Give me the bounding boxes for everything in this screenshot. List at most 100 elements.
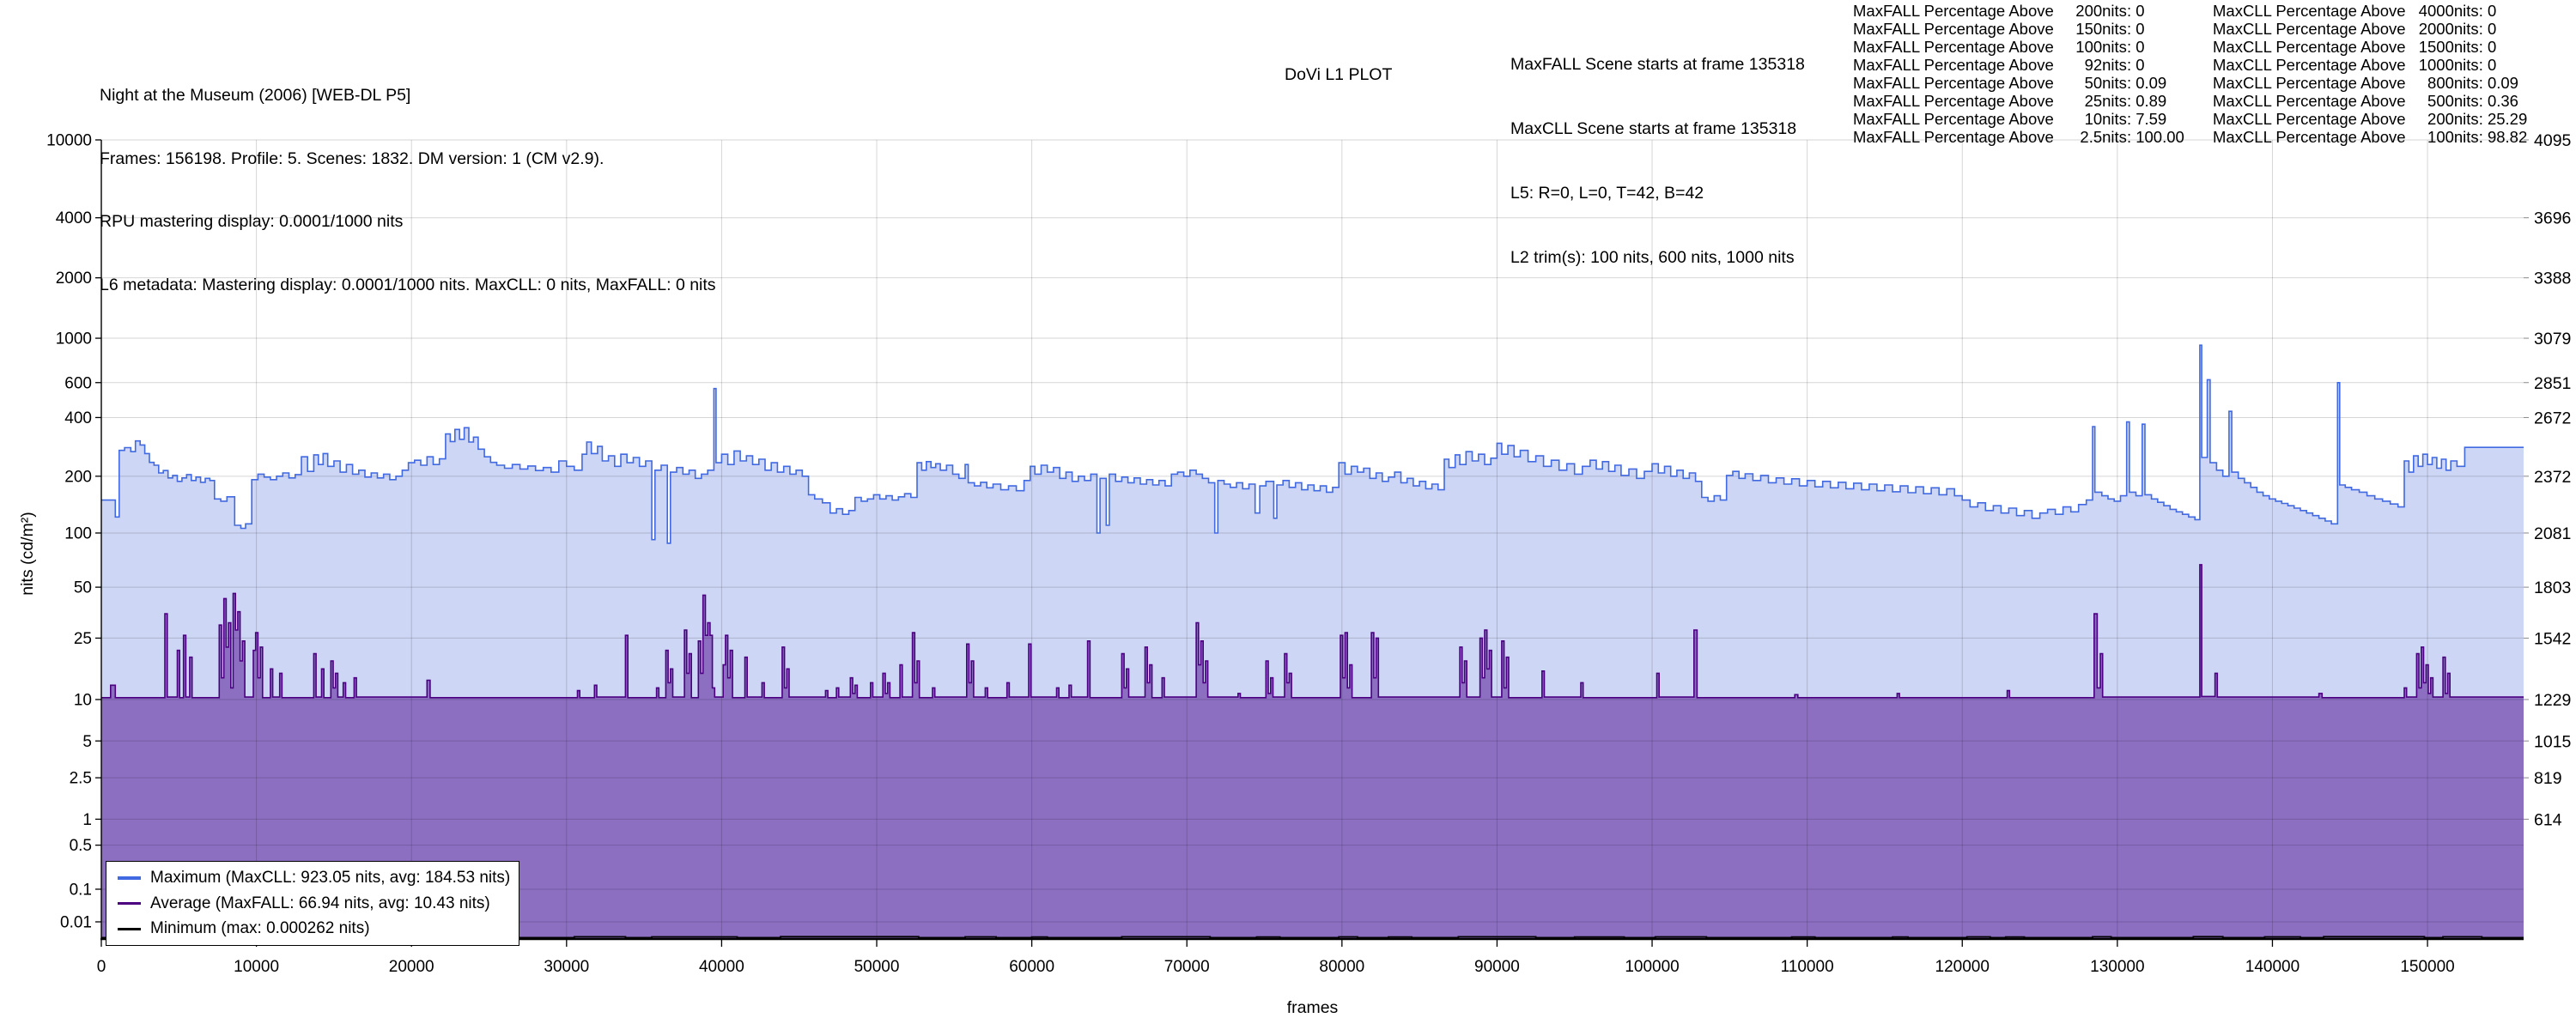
maxfall-threshold: 10nits bbox=[2084, 110, 2127, 128]
x-axis-title: frames bbox=[1287, 998, 1339, 1017]
file-frames-profile: Frames: 156198. Profile: 5. Scenes: 1832… bbox=[100, 148, 605, 168]
y-tick-label-nits: 1 bbox=[82, 811, 92, 829]
maxcll-threshold: 1500nits bbox=[2418, 38, 2479, 56]
average-line bbox=[101, 564, 2524, 699]
y-tick-label-nits: 4000 bbox=[56, 209, 92, 227]
y-tick-label-nits: 5 bbox=[82, 733, 92, 751]
rpu-mastering-display: RPU mastering display: 0.0001/1000 nits bbox=[100, 212, 404, 231]
x-tick-label: 80000 bbox=[1319, 958, 1364, 976]
x-tick-label: 140000 bbox=[2245, 958, 2300, 976]
maxcll-row: MaxCLL Percentage Above 500nits: 0.36 bbox=[2213, 92, 2518, 110]
maximum-line bbox=[101, 344, 2524, 544]
maxfall-row: MaxFALL Percentage Above 200nits: 0 bbox=[1853, 2, 2145, 20]
plot-title: DoVi L1 PLOT bbox=[1285, 65, 1393, 84]
maxcll-threshold: 4000nits bbox=[2418, 2, 2479, 20]
x-tick-label: 100000 bbox=[1625, 958, 1679, 976]
legend-label: Maximum (MaxCLL: 923.05 nits, avg: 184.5… bbox=[150, 868, 511, 887]
x-tick-label: 130000 bbox=[2090, 958, 2144, 976]
minimum-line bbox=[101, 936, 2524, 939]
maxfall-threshold: 50nits bbox=[2084, 74, 2127, 92]
maxfall-threshold: 92nits bbox=[2084, 56, 2127, 74]
x-tick-label: 40000 bbox=[699, 958, 744, 976]
maxfall-row: MaxFALL Percentage Above 2.5nits: 100.00 bbox=[1853, 128, 2184, 146]
y-tick-label-pq: 2672 bbox=[2534, 409, 2571, 427]
minimum-line-swatch-icon bbox=[118, 927, 141, 930]
maxcll-threshold: 800nits bbox=[2427, 74, 2479, 92]
y-tick-label-pq: 4095 bbox=[2534, 131, 2572, 150]
legend-entry-maximum: Maximum (MaxCLL: 923.05 nits, avg: 184.5… bbox=[118, 869, 519, 888]
x-tick-label: 60000 bbox=[1009, 958, 1054, 976]
l5-offsets: L5: R=0, L=0, T=42, B=42 bbox=[1510, 184, 1704, 203]
x-tick-label: 110000 bbox=[1781, 958, 1834, 976]
maxcll-row: MaxCLL Percentage Above 800nits: 0.09 bbox=[2213, 74, 2518, 92]
maxcll-row: MaxCLL Percentage Above 200nits: 25.29 bbox=[2213, 110, 2528, 128]
y-tick-label-pq: 819 bbox=[2534, 769, 2562, 788]
y-tick-label-nits: 10 bbox=[74, 691, 92, 709]
legend-entry-average: Average (MaxFALL: 66.94 nits, avg: 10.43… bbox=[118, 894, 519, 913]
y-tick-label-pq: 3388 bbox=[2534, 270, 2571, 288]
y-tick-label-pq: 2851 bbox=[2534, 374, 2571, 393]
maxcll-value: : 25.29 bbox=[2478, 110, 2528, 128]
y-tick-label-pq: 1229 bbox=[2534, 691, 2571, 710]
maxfall-scene-frame: MaxFALL Scene starts at frame 135318 bbox=[1510, 55, 1805, 74]
maxcll-row: MaxCLL Percentage Above 4000nits: 0 bbox=[2213, 2, 2497, 20]
x-tick-label: 90000 bbox=[1474, 958, 1520, 976]
maxcll-scene-frame: MaxCLL Scene starts at frame 135318 bbox=[1510, 119, 1797, 138]
y-tick-label-nits: 1000 bbox=[56, 330, 92, 348]
maxcll-value: : 0.09 bbox=[2478, 74, 2518, 92]
maxfall-row: MaxFALL Percentage Above 25nits: 0.89 bbox=[1853, 92, 2167, 110]
y-tick-label-nits: 0.5 bbox=[70, 837, 92, 855]
y-tick-label-pq: 2081 bbox=[2534, 524, 2571, 543]
y-tick-label-pq: 3696 bbox=[2534, 209, 2571, 228]
maxcll-value: : 0 bbox=[2478, 56, 2497, 74]
y-tick-label-nits: 400 bbox=[64, 409, 92, 427]
legend-label: Minimum (max: 0.000262 nits) bbox=[150, 919, 370, 938]
file-title: Night at the Museum (2006) [WEB-DL P5] bbox=[100, 86, 411, 105]
x-tick-label: 70000 bbox=[1164, 958, 1210, 976]
maxfall-threshold: 25nits bbox=[2084, 92, 2127, 110]
maxfall-value: : 0 bbox=[2126, 20, 2145, 38]
maxcll-value: : 98.82 bbox=[2478, 128, 2528, 146]
maxcll-threshold: 500nits bbox=[2427, 92, 2479, 110]
x-tick-label: 30000 bbox=[544, 958, 589, 976]
maxcll-threshold: 1000nits bbox=[2418, 56, 2479, 74]
average-line-swatch-icon bbox=[118, 901, 141, 906]
maxcll-row: MaxCLL Percentage Above 1000nits: 0 bbox=[2213, 56, 2497, 74]
x-tick-label: 0 bbox=[97, 958, 106, 976]
y-tick-label-pq: 1803 bbox=[2534, 579, 2571, 597]
maxfall-row: MaxFALL Percentage Above 100nits: 0 bbox=[1853, 38, 2145, 56]
maxfall-threshold: 100nits bbox=[2075, 38, 2127, 56]
maxcll-threshold: 2000nits bbox=[2418, 20, 2479, 38]
y-tick-label-nits: 100 bbox=[64, 524, 92, 542]
maxcll-value: : 0 bbox=[2478, 20, 2497, 38]
maxfall-value: : 0.09 bbox=[2126, 74, 2167, 92]
legend-entry-minimum: Minimum (max: 0.000262 nits) bbox=[118, 919, 519, 938]
y-tick-label-nits: 600 bbox=[64, 374, 92, 392]
maxcll-threshold: 200nits bbox=[2427, 110, 2479, 128]
y-tick-label-nits: 25 bbox=[74, 630, 92, 648]
maxfall-value: : 0 bbox=[2126, 2, 2145, 20]
maxcll-threshold: 100nits bbox=[2427, 128, 2479, 146]
y-tick-label-pq: 1015 bbox=[2534, 732, 2572, 751]
y-tick-label-nits: 50 bbox=[74, 579, 92, 597]
maxfall-row: MaxFALL Percentage Above 50nits: 0.09 bbox=[1853, 74, 2167, 92]
y-tick-label-nits: 0.01 bbox=[60, 913, 92, 931]
maxfall-value: : 0.89 bbox=[2126, 92, 2167, 110]
x-tick-label: 10000 bbox=[234, 958, 279, 976]
y-tick-label-nits: 2.5 bbox=[70, 770, 92, 788]
maxcll-row: MaxCLL Percentage Above 1500nits: 0 bbox=[2213, 38, 2497, 56]
maxcll-percentage-table: MaxCLL Percentage Above 4000nits: 0 MaxCL… bbox=[2213, 2, 2527, 146]
x-tick-label: 20000 bbox=[389, 958, 434, 976]
maxfall-percentage-table: MaxFALL Percentage Above 200nits: 0 MaxFA… bbox=[1853, 2, 2184, 146]
maxfall-threshold: 150nits bbox=[2075, 20, 2127, 38]
maxfall-value: : 0 bbox=[2126, 38, 2145, 56]
y-tick-label-pq: 614 bbox=[2534, 810, 2562, 829]
y-tick-label-pq: 1542 bbox=[2534, 629, 2571, 648]
maxfall-row: MaxFALL Percentage Above 92nits: 0 bbox=[1853, 56, 2145, 74]
average-area-fill bbox=[101, 564, 2524, 939]
maxcll-row: MaxCLL Percentage Above 2000nits: 0 bbox=[2213, 20, 2497, 38]
y-tick-label-pq: 2372 bbox=[2534, 468, 2571, 487]
maxfall-value: : 7.59 bbox=[2126, 110, 2167, 128]
maxcll-value: : 0 bbox=[2478, 2, 2497, 20]
